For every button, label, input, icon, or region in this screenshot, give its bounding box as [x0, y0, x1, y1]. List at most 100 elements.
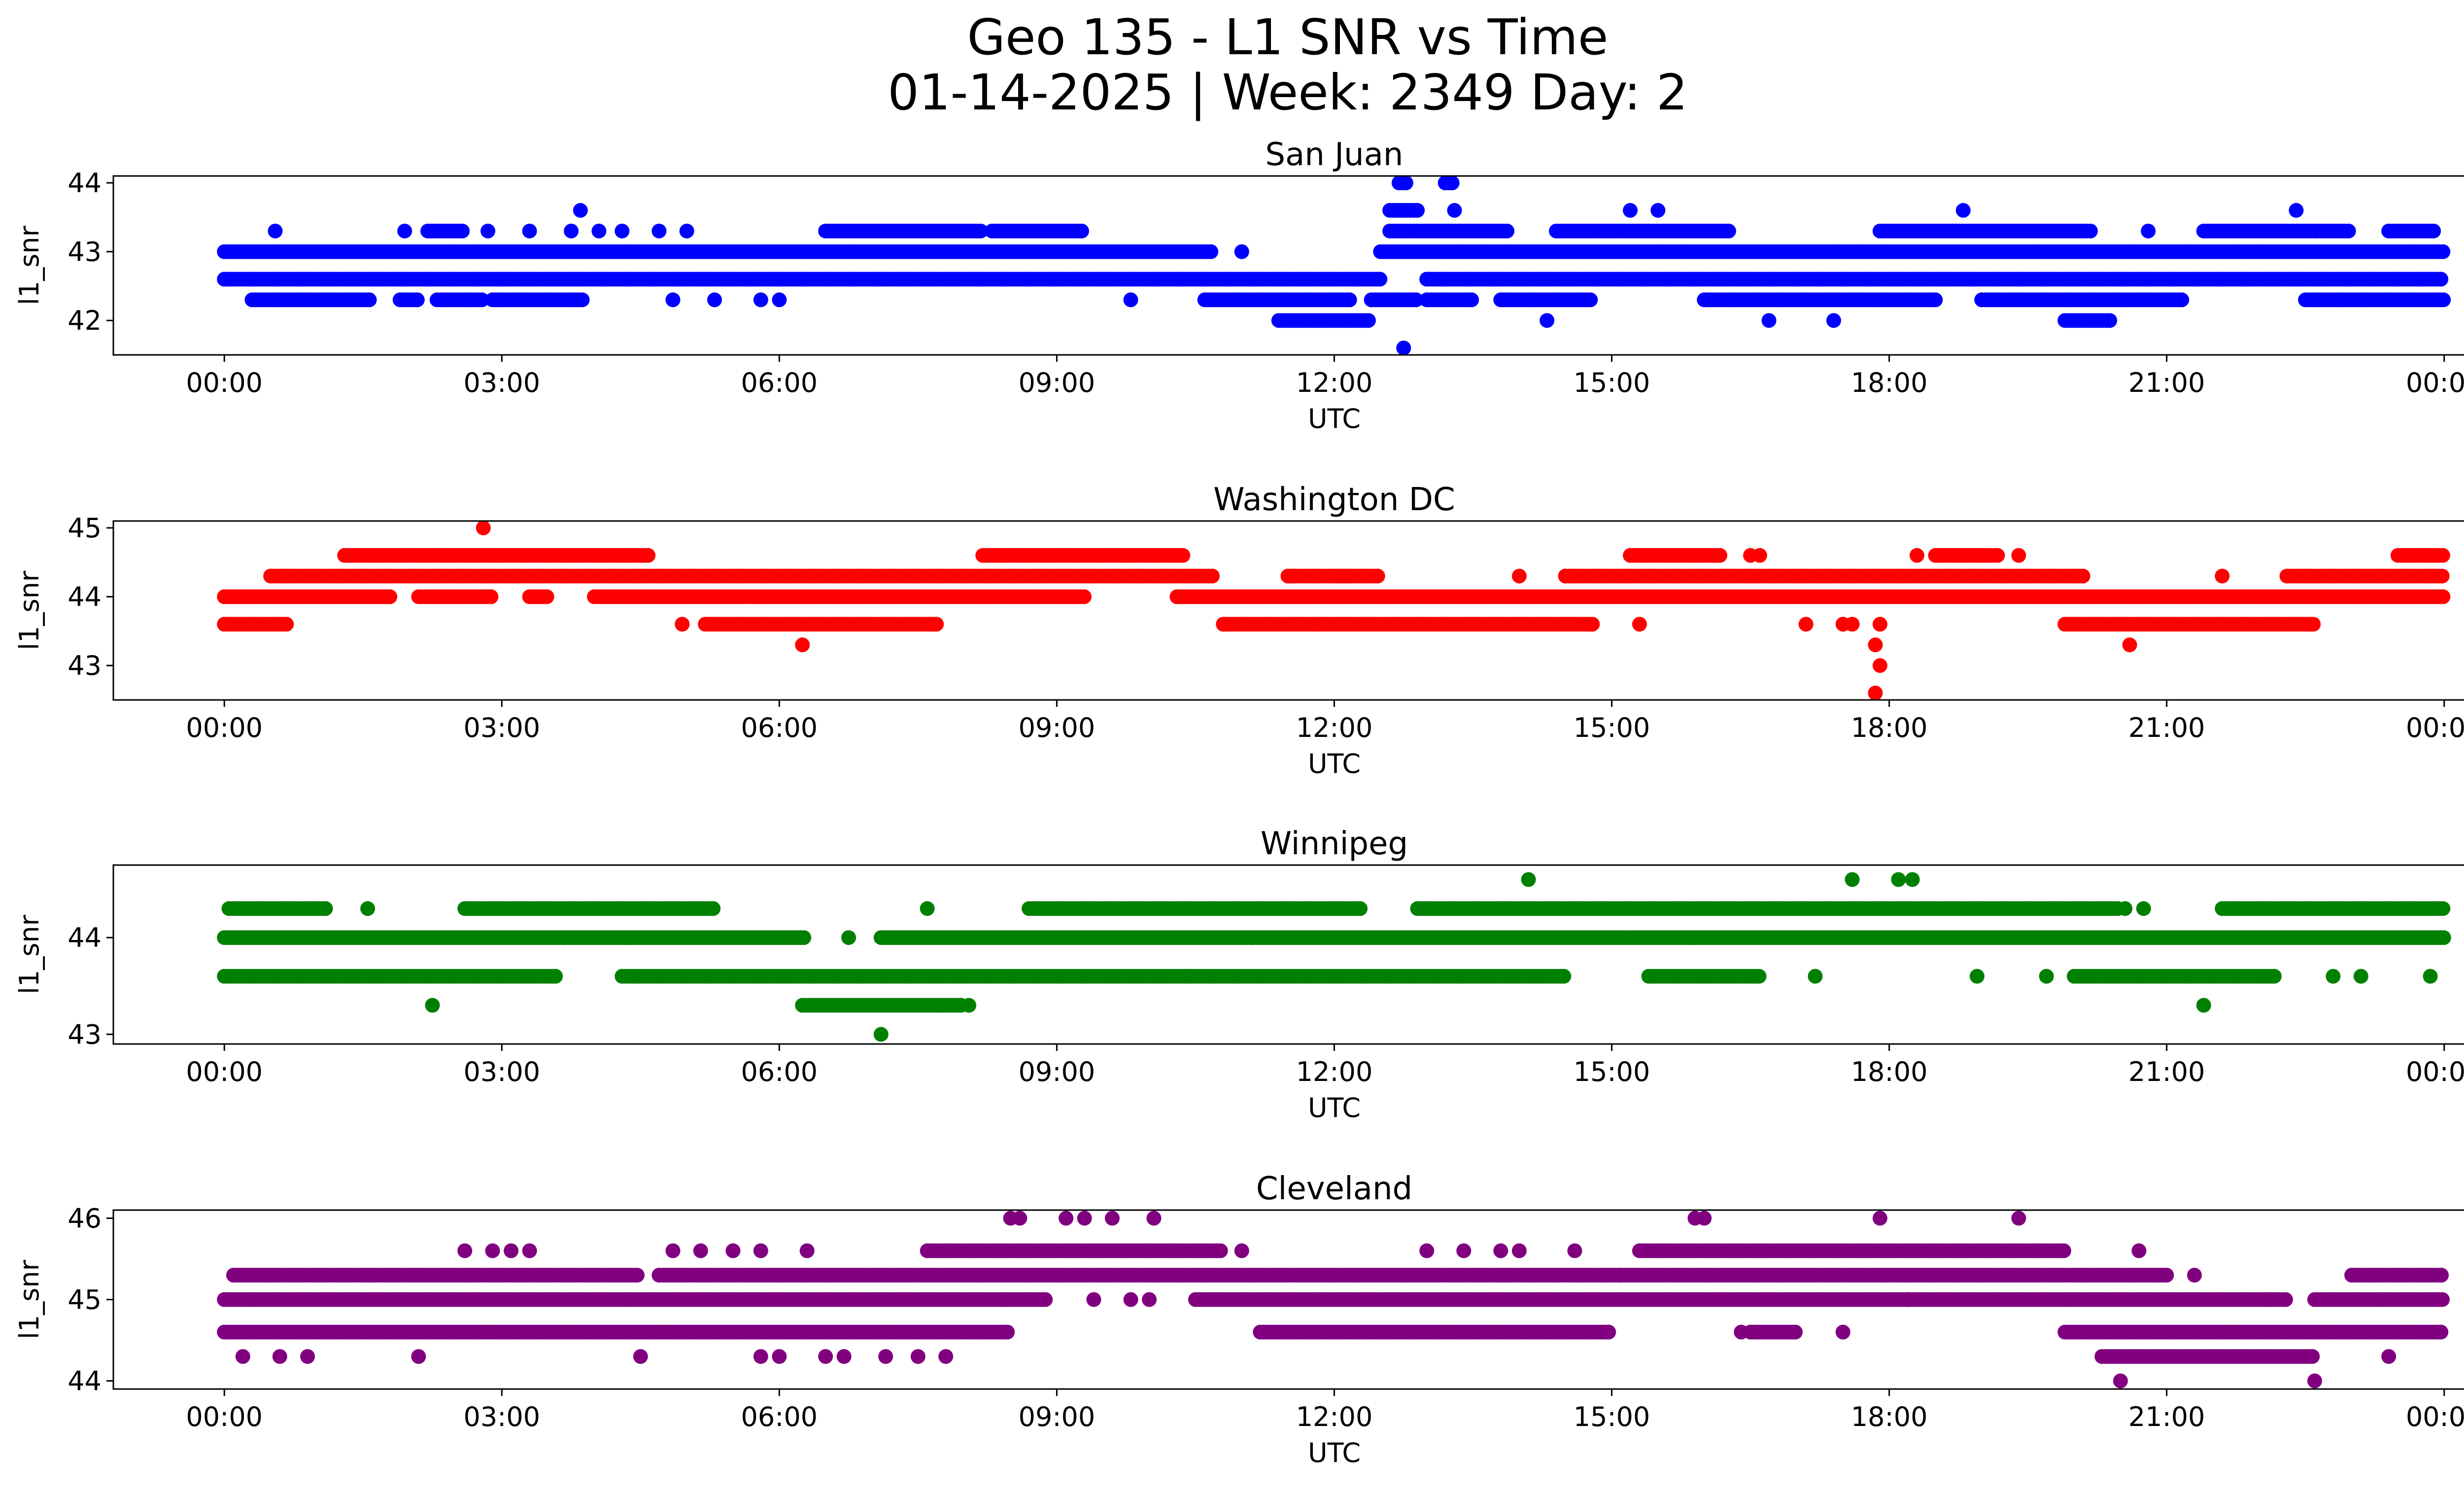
- data-point: [753, 292, 768, 308]
- data-point: [1826, 313, 1841, 328]
- data-point: [476, 521, 491, 535]
- x-tick-label: 15:00: [1574, 367, 1650, 398]
- x-tick-label: 03:00: [463, 367, 540, 398]
- data-point: [279, 617, 294, 632]
- data-point: [2215, 568, 2230, 584]
- data-point: [1872, 617, 1887, 632]
- data-point: [2341, 223, 2356, 239]
- x-tick-label: 21:00: [2128, 712, 2205, 743]
- data-point: [522, 223, 537, 239]
- x-tick-label: 00:00: [2406, 367, 2464, 398]
- data-point: [564, 223, 579, 239]
- data-point: [1761, 313, 1777, 328]
- axes-frame: [112, 175, 2464, 356]
- data-point: [455, 223, 470, 239]
- data-point: [1205, 568, 1220, 584]
- data-point: [2083, 223, 2098, 239]
- y-axis-label: l1_snr: [14, 225, 45, 305]
- data-point: [1872, 658, 1887, 673]
- data-point: [1354, 568, 1369, 584]
- x-tick-label: 15:00: [1574, 712, 1650, 743]
- data-point: [2011, 548, 2026, 563]
- data-point: [2289, 203, 2304, 218]
- data-point: [1909, 548, 1924, 563]
- data-point: [2102, 313, 2118, 328]
- data-point: [1632, 617, 1647, 632]
- axes-frame: [112, 520, 2464, 701]
- y-tick-label: 43: [68, 650, 102, 681]
- x-axis-label: UTC: [1308, 748, 1361, 779]
- data-point: [2435, 589, 2451, 604]
- data-point: [1511, 568, 1527, 584]
- data-point: [539, 589, 554, 604]
- x-tick-label: 00:00: [2406, 712, 2464, 743]
- data-point: [382, 589, 398, 604]
- x-tick-label: 21:00: [2128, 367, 2205, 398]
- data-point: [1464, 292, 1479, 308]
- data-point: [1558, 568, 1573, 584]
- data-point: [573, 203, 588, 218]
- data-point: [1500, 223, 1515, 239]
- y-tick-label: 44: [68, 168, 102, 199]
- data-point: [1398, 175, 1413, 190]
- data-point: [1372, 272, 1388, 287]
- data-point: [410, 292, 425, 308]
- data-point: [1721, 223, 1736, 239]
- figure-title: Geo 135 - L1 SNR vs Time 01-14-2025 | We…: [0, 10, 2464, 120]
- data-point: [1123, 292, 1138, 308]
- subplot-title: Winnipeg: [1261, 826, 1408, 862]
- scatter-points: [217, 521, 2451, 700]
- data-point: [772, 292, 787, 308]
- data-point: [1868, 637, 1883, 653]
- data-point: [2436, 292, 2451, 308]
- data-point: [2436, 930, 2451, 945]
- data-point: [362, 292, 377, 308]
- x-tick-label: 03:00: [463, 712, 540, 743]
- x-tick-label: 06:00: [741, 367, 818, 398]
- data-point: [665, 292, 681, 308]
- scatter-points: [217, 175, 2451, 355]
- data-point: [1623, 203, 1638, 218]
- x-tick-label: 18:00: [1851, 712, 1928, 743]
- data-point: [548, 969, 563, 984]
- data-point: [1280, 568, 1296, 584]
- data-point: [1370, 568, 1385, 584]
- figure-title-line-2: 01-14-2025 | Week: 2349 Day: 2: [888, 64, 1688, 121]
- x-tick-label: 09:00: [1019, 367, 1095, 398]
- data-point: [1955, 203, 1971, 218]
- data-point: [796, 930, 812, 945]
- data-point: [2306, 617, 2321, 632]
- data-point: [1928, 292, 1943, 308]
- x-tick-label: 18:00: [1851, 367, 1928, 398]
- data-point: [1342, 292, 1357, 308]
- data-point: [483, 589, 499, 604]
- data-point: [474, 292, 489, 308]
- data-point: [1410, 203, 1425, 218]
- data-point: [268, 223, 283, 239]
- data-point: [1234, 244, 1249, 259]
- data-point: [1396, 341, 1411, 355]
- data-point: [2426, 223, 2441, 239]
- y-tick-label: 45: [68, 513, 102, 544]
- y-axis-label: l1_snr: [14, 570, 45, 650]
- data-point: [1712, 548, 1728, 563]
- data-point: [2435, 548, 2450, 563]
- data-point: [2075, 568, 2090, 584]
- data-point: [675, 617, 690, 632]
- data-point: [1845, 617, 1860, 632]
- data-point: [1540, 313, 1555, 328]
- data-point: [2141, 223, 2156, 239]
- data-point: [2435, 901, 2451, 916]
- data-point: [2433, 272, 2449, 287]
- figure-title-line-1: Geo 135 - L1 SNR vs Time: [967, 8, 1608, 66]
- subplot-title: Washington DC: [1213, 482, 1455, 518]
- data-point: [575, 292, 590, 308]
- x-tick-label: 12:00: [1296, 712, 1373, 743]
- data-point: [1361, 313, 1376, 328]
- data-point: [1585, 617, 1600, 632]
- data-point: [707, 292, 722, 308]
- data-point: [1408, 292, 1424, 308]
